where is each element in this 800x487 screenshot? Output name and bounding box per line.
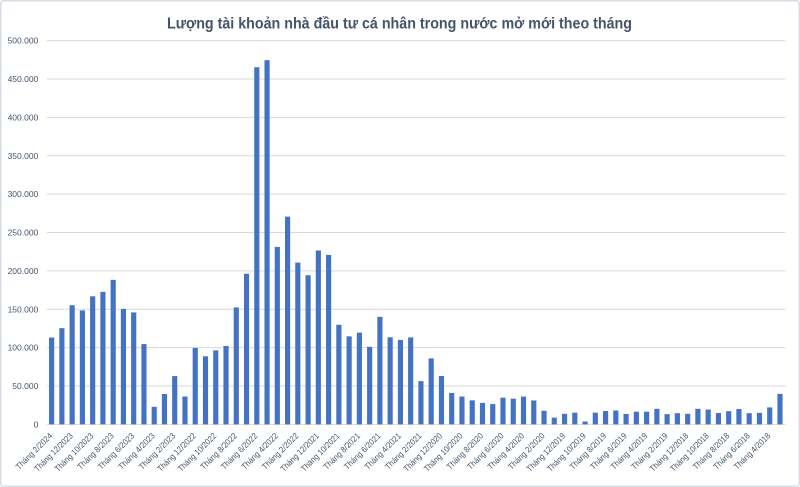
svg-text:200.000: 200.000 [8, 266, 39, 276]
svg-text:Lượng tài khoản nhà đầu tư cá: Lượng tài khoản nhà đầu tư cá nhân trong… [167, 15, 632, 32]
svg-text:100.000: 100.000 [8, 343, 39, 353]
svg-text:250.000: 250.000 [8, 228, 39, 238]
svg-text:400.000: 400.000 [8, 112, 39, 122]
svg-text:450.000: 450.000 [8, 74, 39, 84]
svg-text:150.000: 150.000 [8, 304, 39, 314]
svg-text:350.000: 350.000 [8, 151, 39, 161]
svg-text:0: 0 [34, 420, 39, 430]
svg-text:500.000: 500.000 [8, 36, 39, 46]
svg-text:300.000: 300.000 [8, 189, 39, 199]
svg-text:50.000: 50.000 [12, 381, 38, 391]
